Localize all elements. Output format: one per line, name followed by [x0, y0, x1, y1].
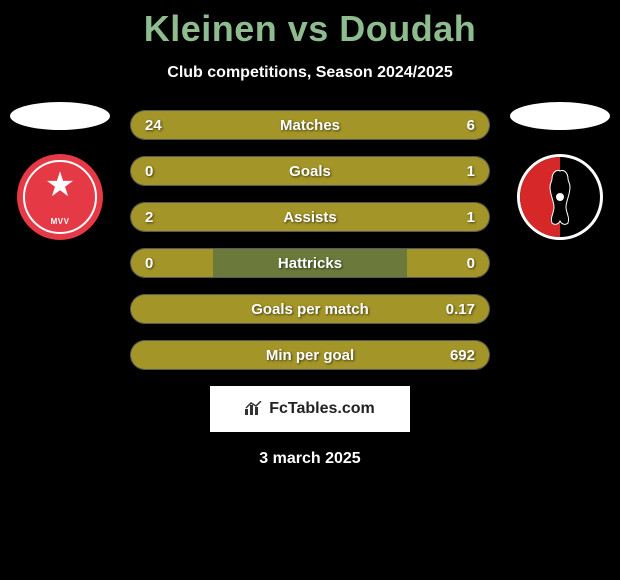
stat-label: Hattricks: [131, 249, 489, 277]
cat-figure-icon: [542, 167, 578, 227]
stat-label: Assists: [131, 203, 489, 231]
player-left-silhouette: [10, 102, 110, 130]
stat-row: 00Hattricks: [130, 248, 490, 278]
stat-rows: 246Matches 01Goals 21Assists 00Hattricks 0.1…: [130, 110, 490, 370]
stat-label: Goals per match: [131, 295, 489, 323]
player-right-silhouette: [510, 102, 610, 130]
club-logo-left: ★ MVV: [17, 154, 103, 240]
subtitle: Club competitions, Season 2024/2025: [0, 64, 620, 82]
date-text: 3 march 2025: [0, 450, 620, 468]
stat-row: 692Min per goal: [130, 340, 490, 370]
stat-label: Goals: [131, 157, 489, 185]
brand-watermark: FcTables.com: [210, 386, 410, 432]
stat-row: 246Matches: [130, 110, 490, 140]
chart-icon: [245, 401, 263, 418]
stat-row: 0.17Goals per match: [130, 294, 490, 324]
comparison-area: ★ MVV 246Matches 01Goals 21Assists 00Hattri…: [0, 110, 620, 370]
brand-text: FcTables.com: [269, 400, 375, 418]
stat-row: 21Assists: [130, 202, 490, 232]
club-logo-left-text: MVV: [17, 217, 103, 226]
player-right-badge: [510, 102, 610, 240]
player-left-badge: ★ MVV: [10, 102, 110, 240]
page-title: Kleinen vs Doudah: [0, 0, 620, 50]
stat-row: 01Goals: [130, 156, 490, 186]
club-logo-right: [517, 154, 603, 240]
stat-label: Min per goal: [131, 341, 489, 369]
star-icon: ★: [45, 168, 75, 202]
stat-label: Matches: [131, 111, 489, 139]
